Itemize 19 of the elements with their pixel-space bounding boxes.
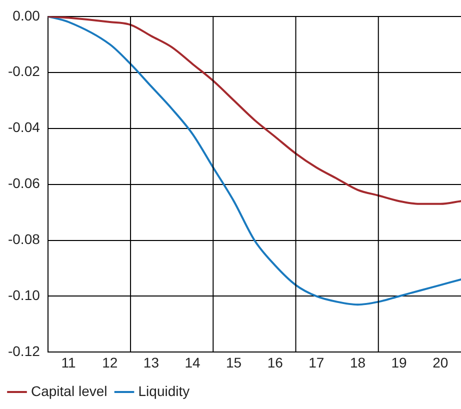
x-tick-label: 14: [184, 354, 200, 370]
x-tick-label: 11: [61, 354, 76, 370]
legend-label: Liquidity: [138, 382, 190, 399]
y-tick-label: -0.08: [8, 231, 40, 248]
x-tick-label: 19: [391, 354, 408, 370]
y-tick-label: -0.10: [8, 287, 40, 304]
x-tick-label: 15: [226, 354, 242, 370]
x-tick-label: 17: [308, 354, 324, 370]
x-tick-label: 12: [102, 354, 118, 370]
y-tick-label: -0.02: [8, 63, 40, 80]
x-tick-label: 20: [432, 354, 448, 370]
x-tick-label: 16: [267, 354, 284, 370]
y-tick-label: 0.00: [12, 7, 40, 24]
legend-label: Capital level: [31, 382, 108, 399]
y-tick-label: -0.06: [8, 175, 40, 192]
y-tick-label: -0.04: [8, 119, 40, 136]
x-tick-label: 13: [143, 354, 160, 370]
y-tick-label: -0.12: [8, 343, 40, 360]
x-tick-label: 18: [350, 354, 366, 370]
